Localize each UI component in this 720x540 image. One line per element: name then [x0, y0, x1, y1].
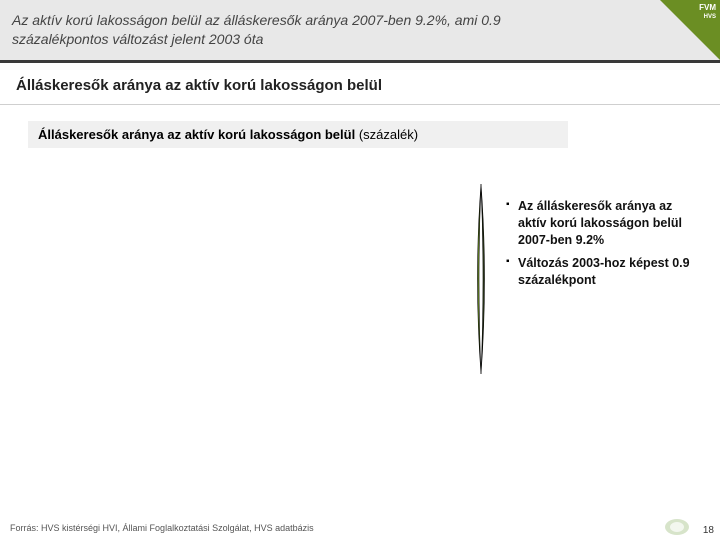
subtitle-suffix: (százalék)	[355, 127, 418, 142]
footer: Forrás: HVS kistérségi HVI, Állami Fogla…	[0, 516, 720, 540]
logo-line2: HVS	[704, 14, 716, 20]
logo-text: FVM HVS	[699, 4, 716, 20]
logo-line1: FVM	[699, 3, 716, 12]
footer-label: Forrás:	[10, 523, 39, 533]
header-logo: FVM HVS	[660, 0, 720, 60]
bullet-list: Az álláskeresők aránya az aktív korú lak…	[506, 198, 692, 294]
separator-light	[0, 104, 720, 105]
decorative-sliver-icon	[474, 184, 488, 374]
header-band: Az aktív korú lakosságon belül az állásk…	[0, 0, 720, 60]
subtitle-bar: Álláskeresők aránya az aktív korú lakoss…	[28, 121, 568, 148]
section-title: Álláskeresők aránya az aktív korú lakoss…	[0, 63, 720, 104]
footer-text: HVS kistérségi HVI, Állami Foglalkoztatá…	[41, 523, 314, 533]
content-area: Az álláskeresők aránya az aktív korú lak…	[0, 148, 720, 468]
bullet-item: Változás 2003-hoz képest 0.9 százalékpon…	[506, 255, 692, 289]
page-number: 18	[703, 525, 714, 536]
header-title: Az aktív korú lakosságon belül az állásk…	[12, 11, 572, 49]
subtitle-bold: Álláskeresők aránya az aktív korú lakoss…	[38, 127, 355, 142]
footer-logo-icon	[664, 518, 690, 536]
bullet-item: Az álláskeresők aránya az aktív korú lak…	[506, 198, 692, 249]
